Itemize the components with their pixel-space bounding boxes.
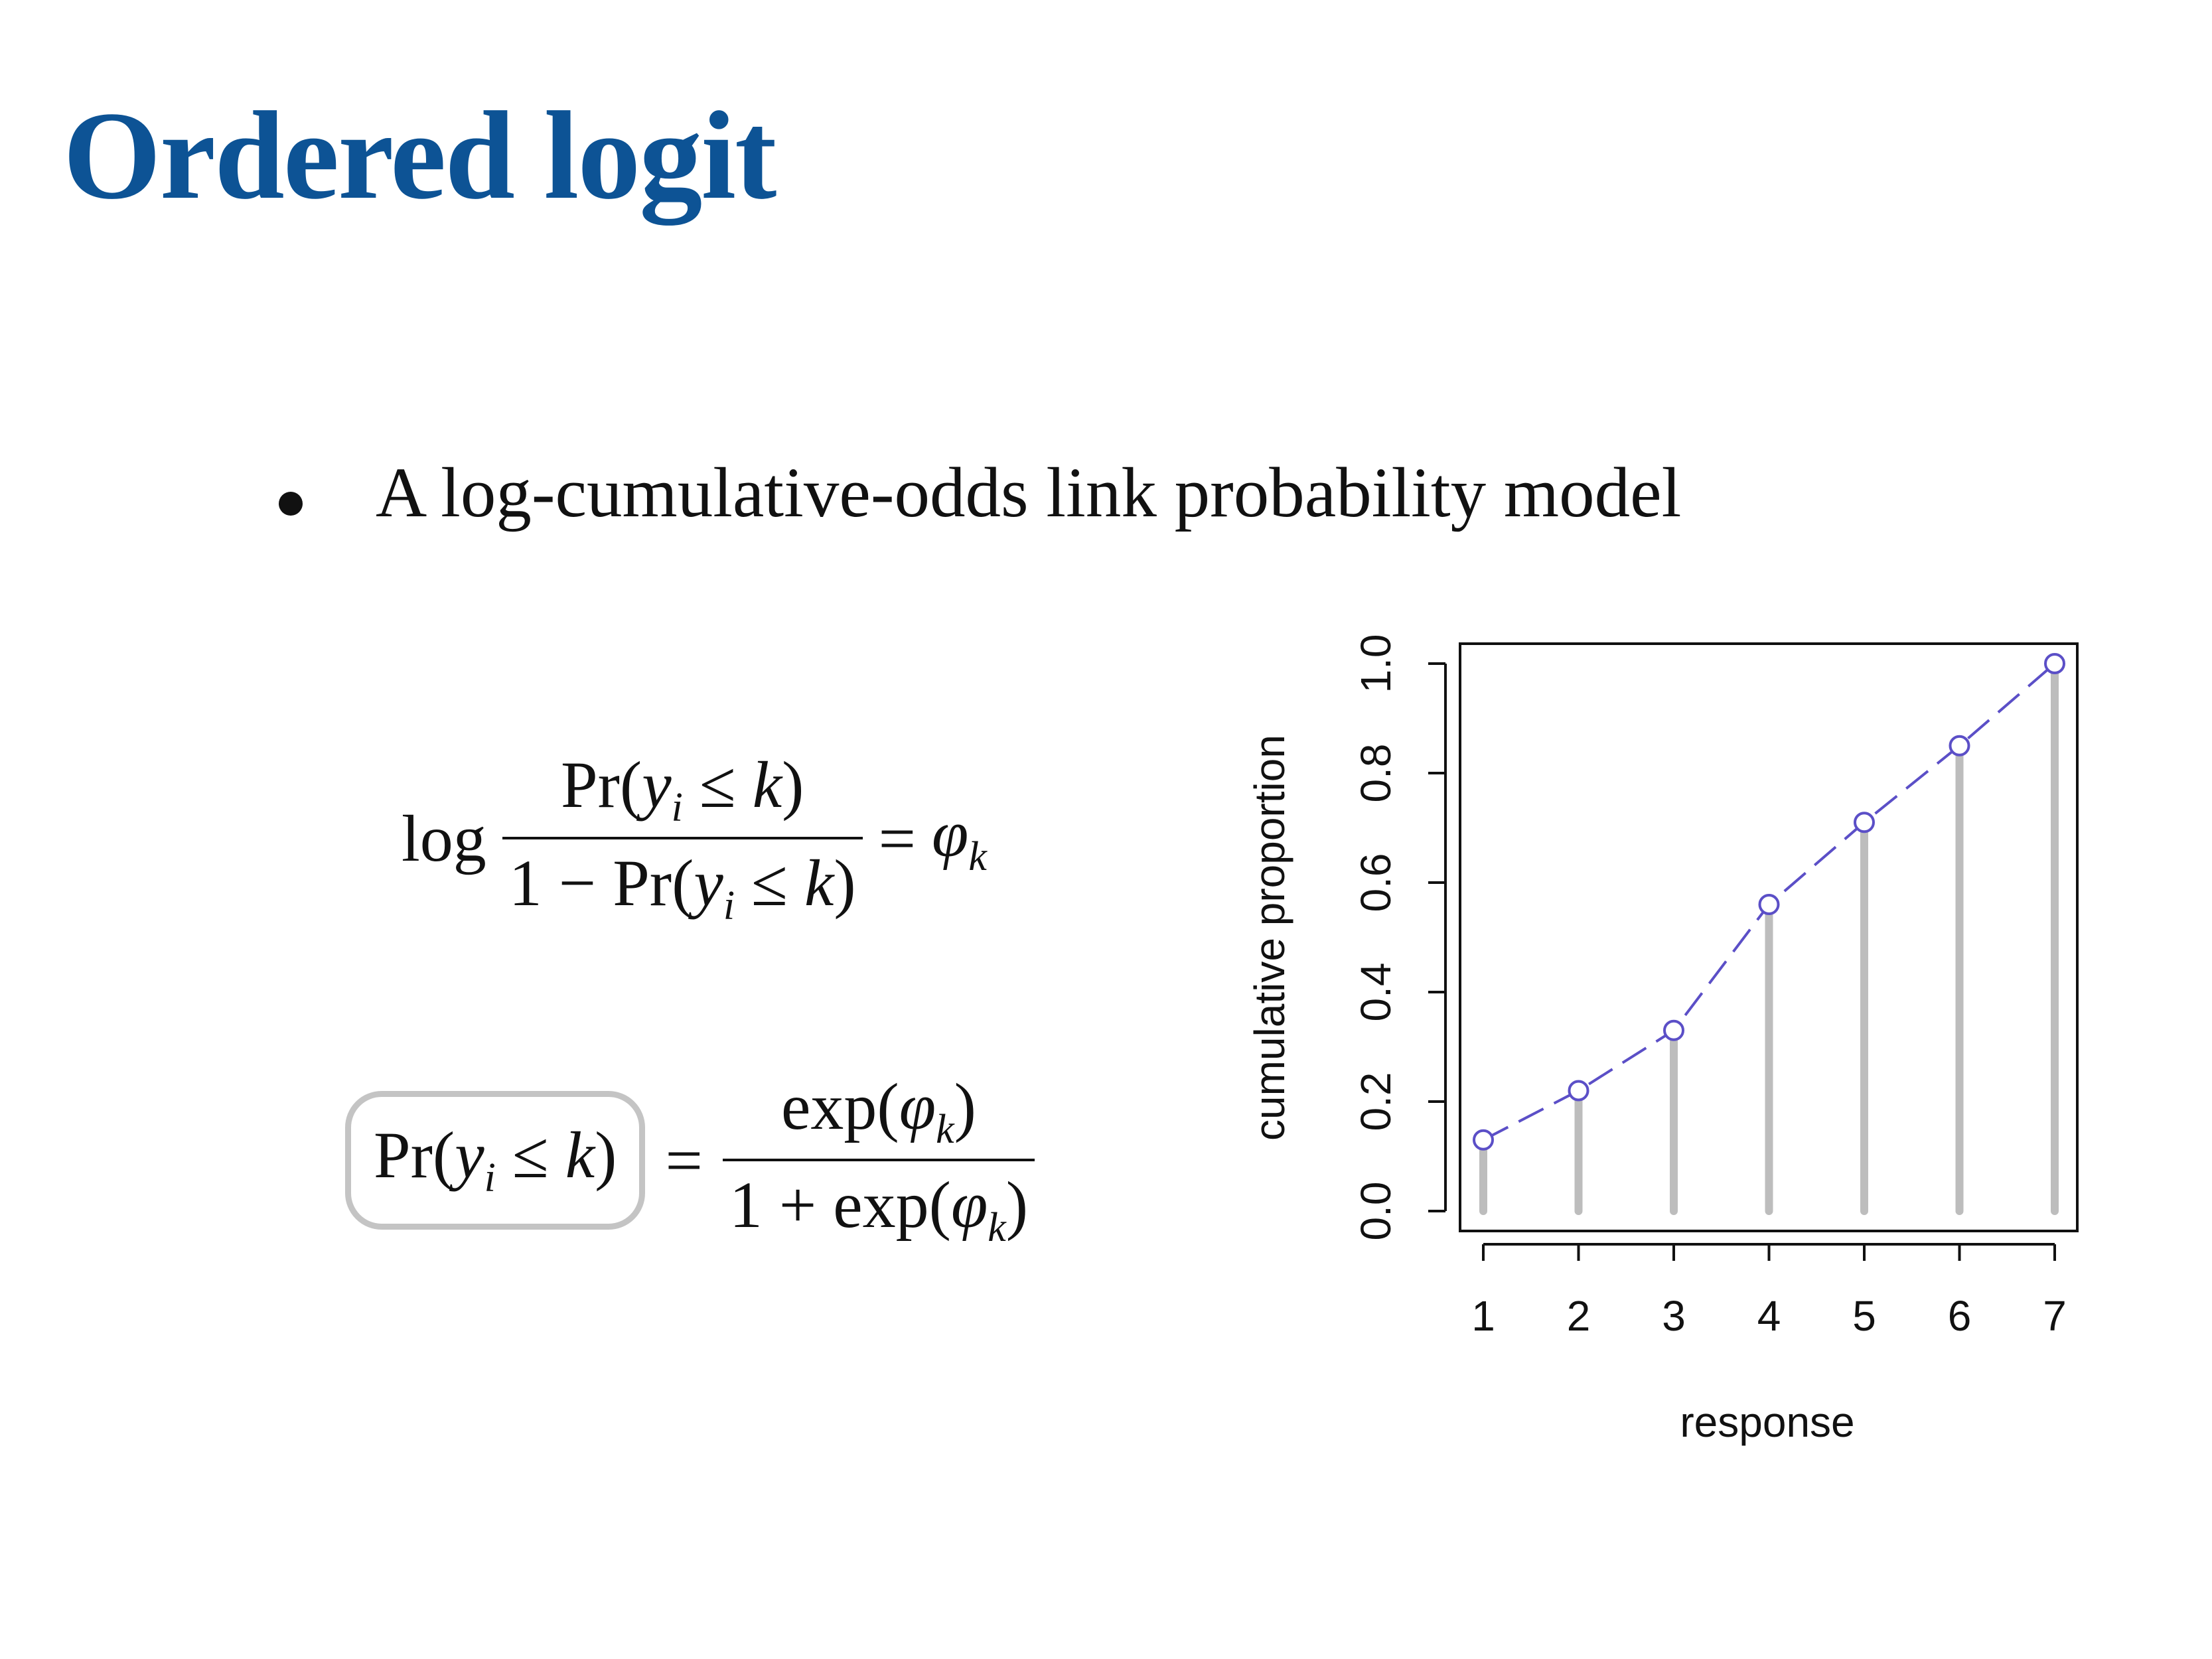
x-tick-label: 6: [1948, 1292, 1972, 1340]
equals-sign: =: [878, 801, 917, 875]
bullet-dot-icon: [279, 491, 303, 516]
x-tick-label: 2: [1567, 1292, 1591, 1340]
x-tick-label: 1: [1471, 1292, 1495, 1340]
bullet-text: A log-cumulative-odds link probability m…: [376, 454, 1682, 532]
data-point: [1473, 1129, 1494, 1151]
y-tick-label: 0.6: [1352, 853, 1400, 912]
fraction-denominator: 1 + exp(φk): [722, 1159, 1035, 1252]
equation-log-odds: log Pr(yi ≤ k) 1 − Pr(yi ≤ k) = φk: [402, 747, 987, 930]
equals-sign: =: [665, 1123, 703, 1197]
y-tick-label: 1.0: [1352, 634, 1400, 693]
equation-cumulative-prob: Pr(yi ≤ k) = exp(φk) 1 + exp(φk): [345, 1068, 1035, 1252]
fraction-numerator: Pr(yi ≤ k): [561, 748, 804, 830]
data-point: [1949, 735, 1970, 757]
data-point: [1663, 1019, 1684, 1041]
x-tick-label: 5: [1852, 1292, 1876, 1340]
fraction-denominator: 1 − Pr(yi ≤ k): [502, 837, 863, 930]
data-point: [1568, 1080, 1589, 1102]
x-tick-label: 7: [2043, 1292, 2067, 1340]
x-axis-label: response: [1680, 1398, 1854, 1446]
x-tick-label: 4: [1757, 1292, 1781, 1340]
log-label: log: [402, 801, 486, 875]
y-tick-label: 0.8: [1352, 744, 1400, 803]
data-point: [1758, 894, 1780, 915]
plot-frame: [1459, 642, 2079, 1232]
y-tick-label: 0.0: [1352, 1182, 1400, 1241]
boxed-term: Pr(yi ≤ k): [345, 1090, 646, 1230]
y-axis-label: cumulative proportion: [1246, 735, 1293, 1141]
fraction-numerator: exp(φk): [781, 1070, 976, 1152]
y-tick-label: 0.4: [1352, 963, 1400, 1022]
slide-title: Ordered logit: [63, 86, 776, 226]
y-tick-label: 0.2: [1352, 1072, 1400, 1131]
bullet-item: A log-cumulative-odds link probability m…: [279, 458, 1681, 529]
data-point: [1854, 812, 1875, 833]
phi-k: φk: [932, 797, 987, 879]
fraction: Pr(yi ≤ k) 1 − Pr(yi ≤ k): [502, 747, 863, 930]
x-tick-label: 3: [1662, 1292, 1686, 1340]
fraction: exp(φk) 1 + exp(φk): [722, 1068, 1035, 1252]
data-point: [2044, 653, 2065, 674]
